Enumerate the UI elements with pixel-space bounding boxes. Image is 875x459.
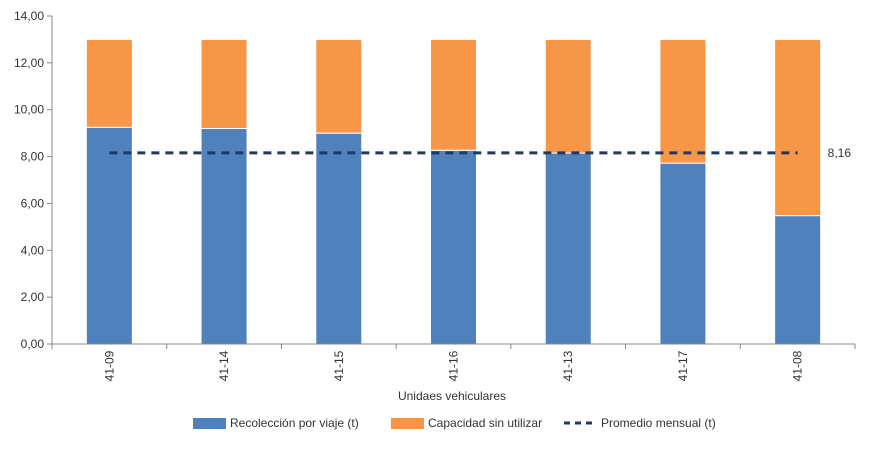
x-tick-label: 41-13 [561,350,575,381]
bar-recoleccion [659,162,707,345]
bars [85,38,822,345]
average-line-label: 8,16 [828,146,852,160]
y-tick-label: 10,00 [14,103,44,117]
y-tick-label: 0,00 [21,337,45,351]
bar-capacidad [315,38,363,134]
bar-capacidad [659,38,707,164]
y-tick-label: 2,00 [21,290,45,304]
y-axis: 0,00 2,00 4,00 6,00 8,00 10,00 12,00 14,00 [14,9,53,351]
bar-capacidad [544,38,592,154]
bar-recoleccion [200,127,248,345]
x-tick-label: 41-15 [332,350,346,381]
bar-capacidad [85,38,133,128]
legend-swatch-capacidad [391,418,424,429]
legend: Recolección por viaje (t) Capacidad sin u… [193,416,716,430]
bar-recoleccion [430,149,477,345]
y-tick-label: 4,00 [21,243,45,257]
legend-swatch-recoleccion [193,418,226,429]
legend-label: Promedio mensual (t) [601,416,716,430]
x-tick-label: 41-14 [217,350,231,381]
y-tick-label: 14,00 [14,9,44,23]
y-tick-label: 6,00 [21,196,45,210]
bar-capacidad [430,38,477,151]
bar-recoleccion [85,126,133,345]
y-tick-label: 8,00 [21,150,45,164]
bar-capacidad [200,38,248,129]
legend-label: Recolección por viaje (t) [230,416,359,430]
x-axis: 41-09 41-14 41-15 41-16 41-13 41-17 41-08 [51,343,856,381]
x-axis-title: Unidaes vehiculares [398,389,506,403]
bar-recoleccion [544,152,592,345]
bar-recoleccion [774,215,822,345]
x-tick-label: 41-08 [791,350,805,381]
x-tick-label: 41-09 [102,350,116,381]
y-tick-label: 12,00 [14,56,44,70]
legend-label: Capacidad sin utilizar [428,416,542,430]
x-tick-label: 41-16 [447,350,461,381]
bar-recoleccion [315,132,363,345]
average-line-group: 8,16 [109,146,851,160]
x-tick-label: 41-17 [676,350,690,381]
bar-capacidad [774,38,822,217]
